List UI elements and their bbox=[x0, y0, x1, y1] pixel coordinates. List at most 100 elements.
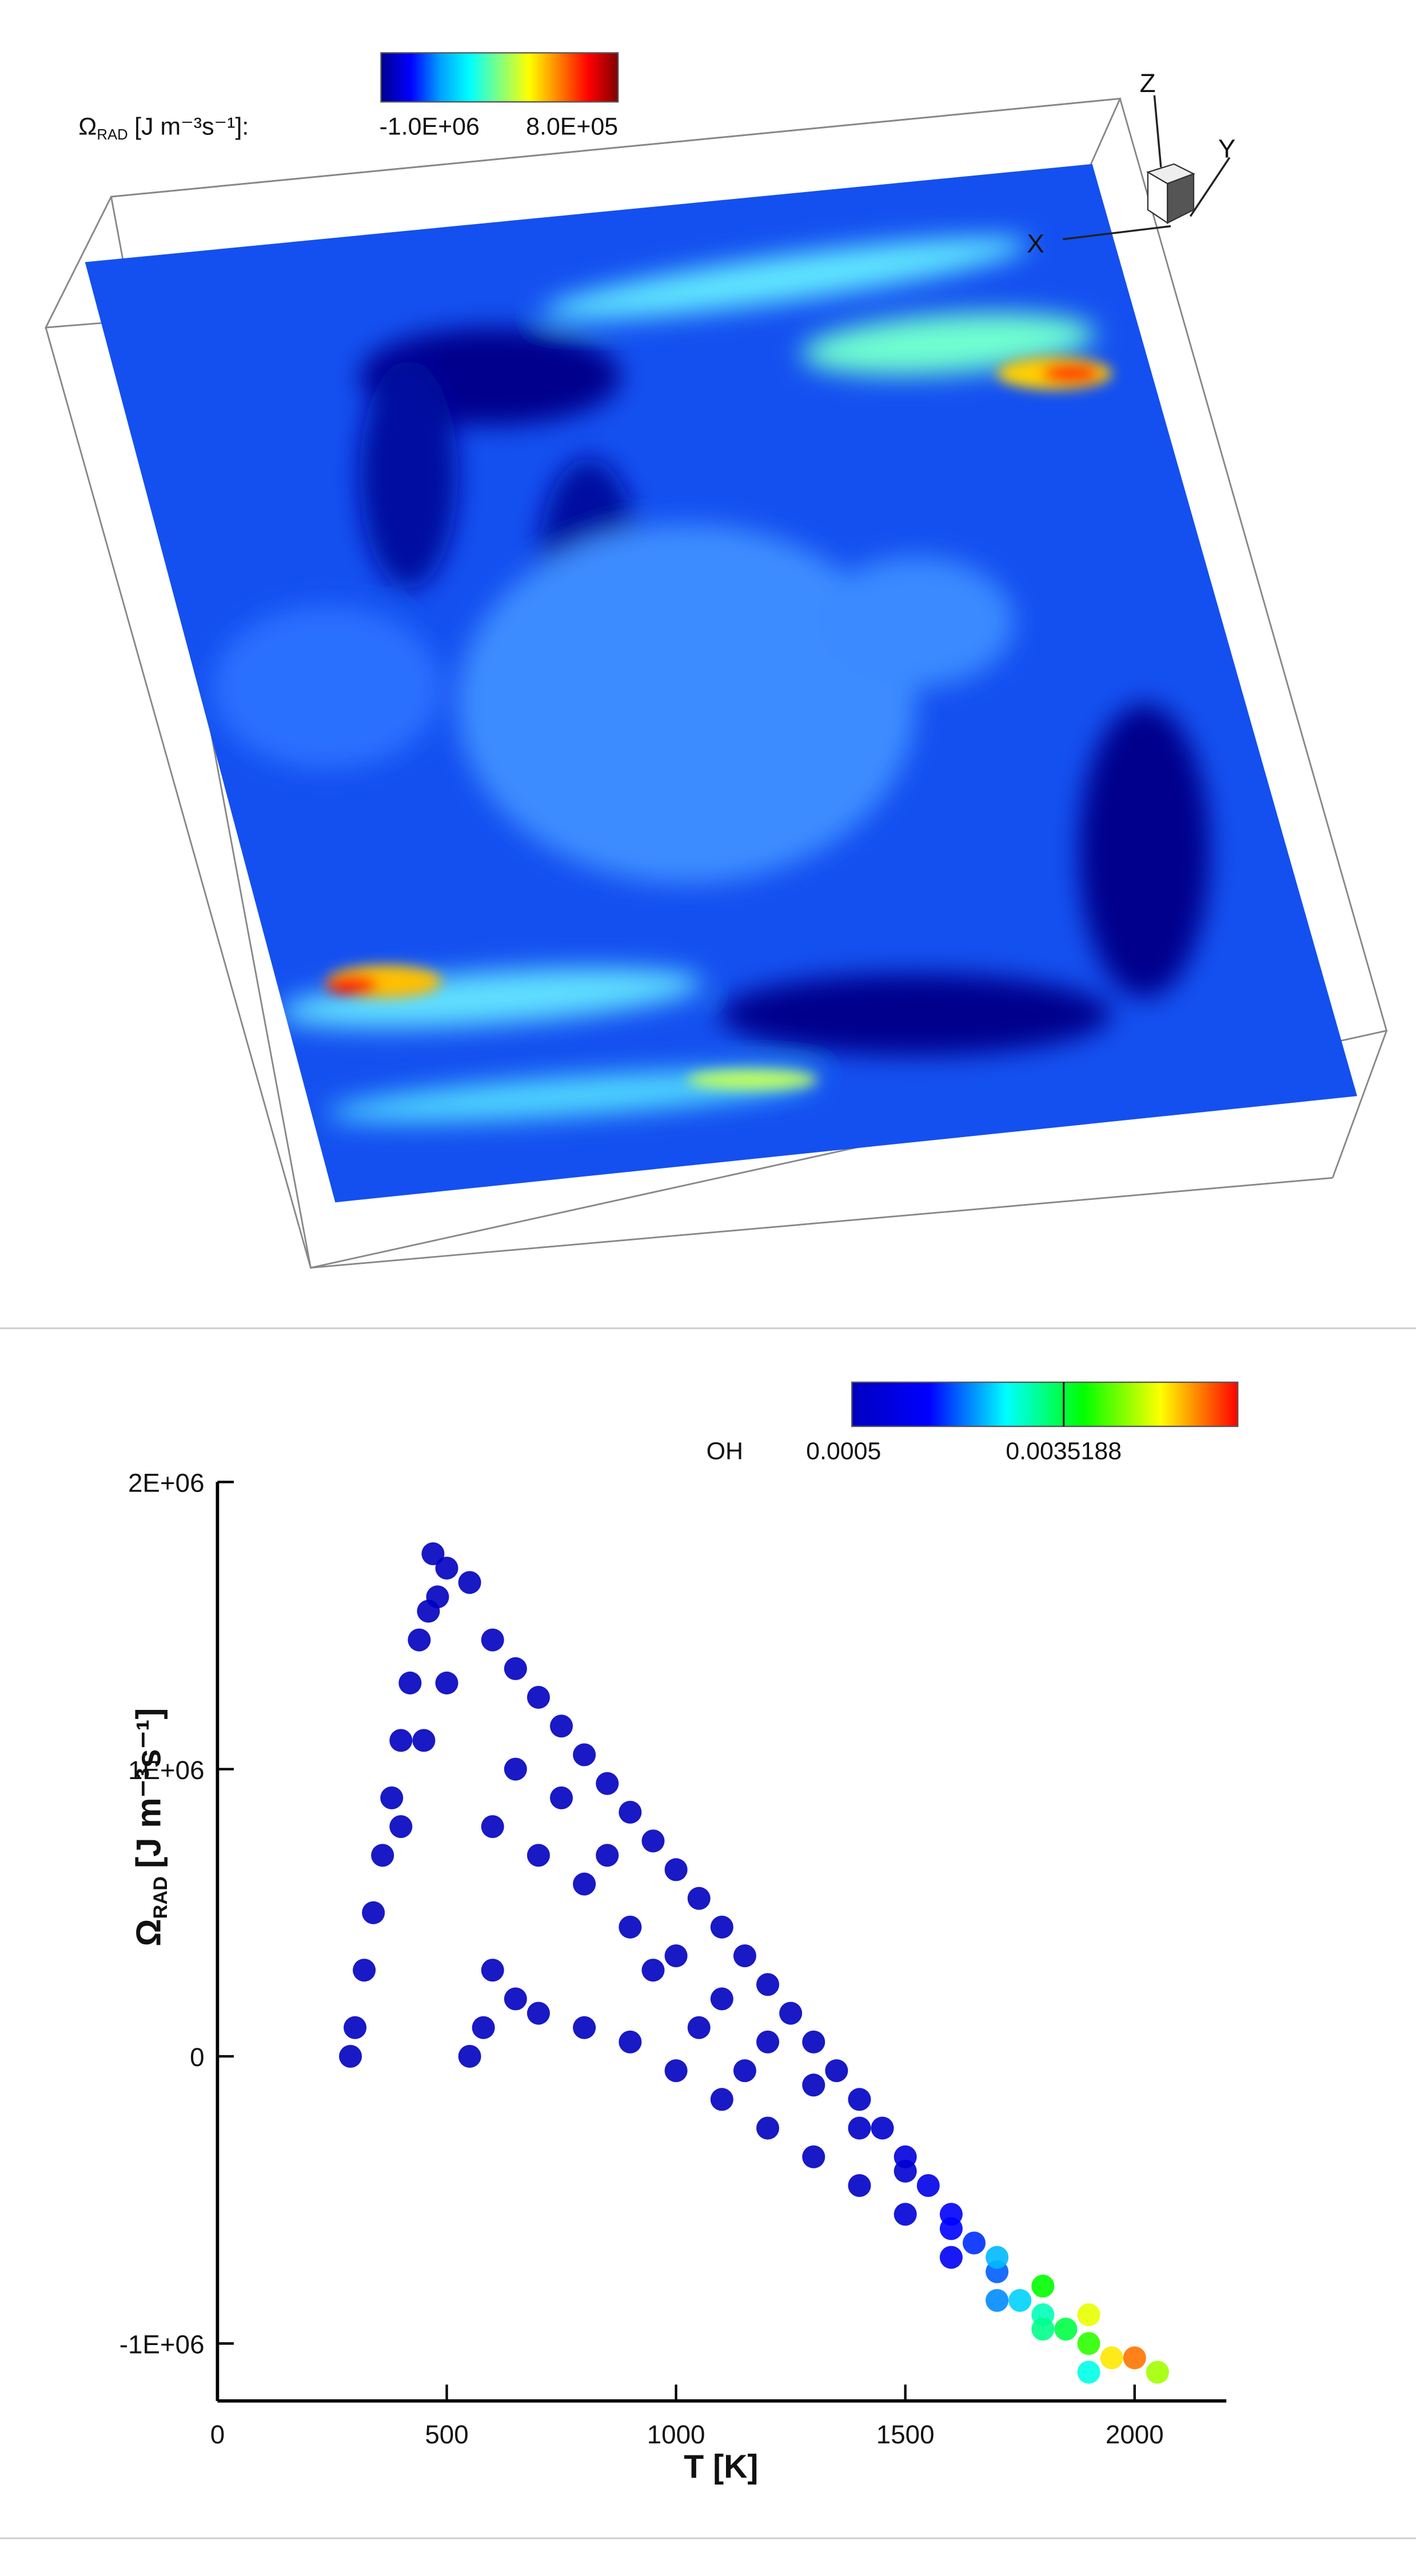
scatter-point bbox=[619, 1915, 642, 1939]
scatter-point bbox=[802, 2030, 825, 2053]
scatter-point bbox=[344, 2016, 367, 2039]
scatter-point bbox=[756, 1973, 780, 1996]
colorbar-tick-label: -1.0E+06 bbox=[380, 113, 480, 140]
scatter-point bbox=[1123, 2346, 1146, 2370]
x-tick-label: 1000 bbox=[647, 2420, 705, 2449]
scatter-point bbox=[641, 1829, 665, 1853]
axis-label-z: Z bbox=[1140, 69, 1156, 98]
axis-triad: Z Y X bbox=[1027, 69, 1235, 258]
scatter-point bbox=[710, 1987, 733, 2011]
scatter-point bbox=[504, 1757, 527, 1781]
scatter-point bbox=[871, 2116, 894, 2140]
scatter-point bbox=[687, 2016, 711, 2039]
scatter-point bbox=[619, 2030, 642, 2053]
scatter-point bbox=[1031, 2318, 1055, 2341]
scatter-point bbox=[641, 1959, 665, 1982]
scatter-point bbox=[733, 2059, 756, 2083]
scatter-point bbox=[458, 2044, 481, 2068]
scatter-point bbox=[848, 2088, 871, 2111]
colorbar-label: OH bbox=[707, 1437, 743, 1465]
scatter-point bbox=[1100, 2346, 1123, 2370]
scatter-point bbox=[458, 1571, 481, 1594]
scatter-point bbox=[526, 1844, 550, 1867]
y-tick-label: 1E+06 bbox=[128, 1756, 205, 1785]
colorbar-tick-label: 0.0005 bbox=[806, 1437, 881, 1465]
scatter-point bbox=[1054, 2318, 1078, 2341]
label-unit: [J m⁻³s⁻¹]: bbox=[134, 113, 249, 140]
scatter-point bbox=[939, 2217, 963, 2240]
scatter-point bbox=[389, 1815, 413, 1839]
y-tick-label: 0 bbox=[190, 2043, 204, 2072]
scatter-point bbox=[573, 1743, 596, 1766]
scatter-point bbox=[802, 2073, 825, 2097]
scatter-point bbox=[1077, 2332, 1100, 2355]
scatter-point bbox=[481, 1815, 504, 1839]
scatter-point bbox=[1077, 2303, 1100, 2327]
scatter-point bbox=[733, 1944, 756, 1968]
scatter-point bbox=[986, 2288, 1009, 2312]
scatter-point bbox=[664, 2059, 688, 2083]
scatter-point bbox=[962, 2231, 986, 2255]
scatter-point bbox=[779, 2001, 803, 2025]
scatter-point bbox=[526, 1686, 550, 1709]
scatter-point bbox=[362, 1901, 385, 1924]
scatter-point bbox=[1031, 2274, 1055, 2298]
label-symbol: Ω bbox=[129, 1919, 167, 1946]
y-tick-label: -1E+06 bbox=[119, 2330, 205, 2359]
scatter-point bbox=[353, 1959, 376, 1982]
scatter-point bbox=[389, 1729, 413, 1752]
scatter-point bbox=[596, 1844, 619, 1867]
scatter-point bbox=[398, 1671, 422, 1694]
scatter-point bbox=[435, 1671, 458, 1694]
colorbar bbox=[380, 52, 619, 103]
colorbar-tick-label: 8.0E+05 bbox=[526, 113, 618, 140]
scatter-point bbox=[550, 1714, 573, 1738]
scatter-point bbox=[596, 1772, 619, 1795]
scatter-point bbox=[408, 1628, 431, 1652]
scatter-point bbox=[481, 1628, 504, 1652]
scatter-point bbox=[756, 2030, 780, 2053]
y-tick-label: 2E+06 bbox=[128, 1468, 205, 1497]
scatter-point bbox=[848, 2116, 871, 2140]
scatter-point bbox=[710, 1915, 733, 1939]
scatter-point bbox=[380, 1786, 404, 1809]
scatter-points bbox=[339, 1542, 1169, 2384]
axis-label-y: Y bbox=[1218, 134, 1236, 163]
scatter-point bbox=[504, 1987, 527, 2011]
scatter-point bbox=[481, 1959, 504, 1982]
colorbar-tick-label: 0.0035188 bbox=[1006, 1437, 1122, 1465]
scatter-point bbox=[573, 2016, 596, 2039]
scatter-point bbox=[426, 1585, 449, 1609]
scatter-point bbox=[756, 2116, 780, 2140]
field-slice bbox=[85, 164, 1358, 1203]
scatter-point bbox=[1077, 2360, 1100, 2384]
scatter-point bbox=[687, 1887, 711, 1910]
x-axis-title: T [K] bbox=[684, 2449, 758, 2485]
scatter-point bbox=[1008, 2288, 1032, 2312]
label-subscript: RAD bbox=[97, 127, 127, 143]
label-symbol: Ω bbox=[78, 113, 97, 140]
scatter-point bbox=[339, 2044, 362, 2068]
scatter-point bbox=[412, 1729, 436, 1752]
scatter-point bbox=[664, 1944, 688, 1968]
colorbar bbox=[851, 1381, 1239, 1427]
scatter-point bbox=[526, 2001, 550, 2025]
scatter-point bbox=[573, 1872, 596, 1896]
scatter-point bbox=[371, 1844, 394, 1867]
scatter-point bbox=[894, 2159, 917, 2183]
scatter-point bbox=[710, 2088, 733, 2111]
scatter-point bbox=[1146, 2360, 1169, 2384]
scatter-point bbox=[435, 1556, 458, 1580]
scatter-point bbox=[421, 1542, 445, 1565]
scatter-point bbox=[504, 1657, 527, 1680]
scatter-point bbox=[664, 1858, 688, 1881]
x-tick-label: 2000 bbox=[1106, 2420, 1164, 2449]
scatter-point bbox=[472, 2016, 495, 2039]
scatter-point bbox=[802, 2145, 825, 2168]
scatter-point bbox=[848, 2174, 871, 2198]
scatter-point bbox=[894, 2203, 917, 2226]
colorbar-label: ΩRAD [J m⁻³s⁻¹]: bbox=[78, 113, 249, 143]
label-subscript: RAD bbox=[150, 1876, 171, 1919]
